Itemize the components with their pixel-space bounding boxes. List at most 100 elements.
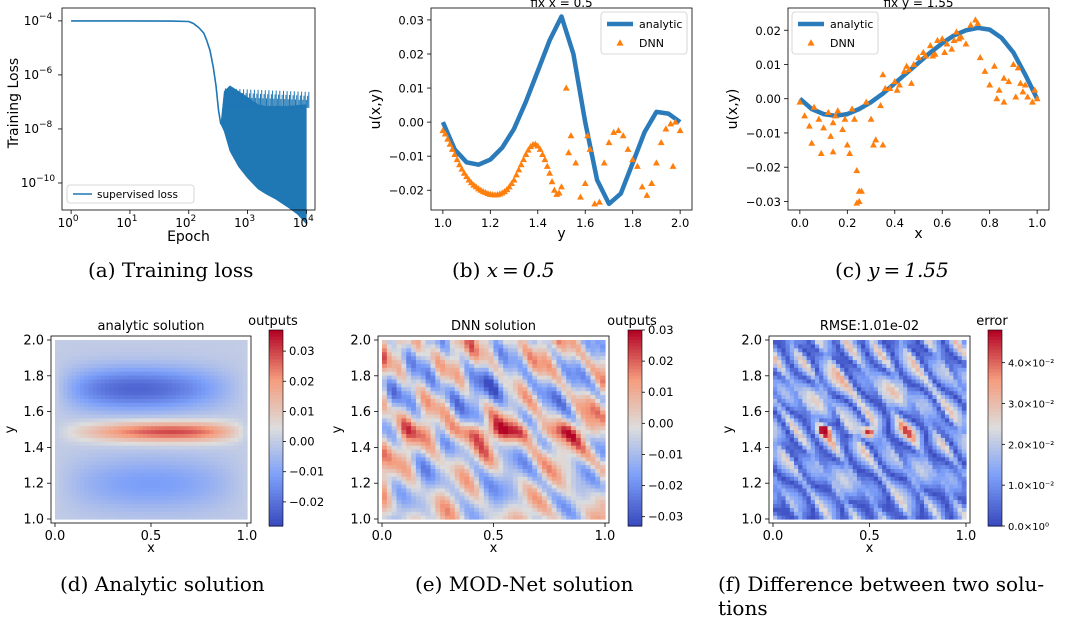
f-heatmap-cell bbox=[785, 437, 791, 442]
e-heatmap-cell bbox=[522, 429, 529, 434]
d-heatmap-cell bbox=[192, 413, 198, 419]
d-heatmap-cell bbox=[105, 437, 110, 442]
e-heatmap-cell bbox=[469, 480, 475, 485]
f-heatmap-cell bbox=[789, 499, 795, 505]
d-heatmap-cell bbox=[163, 499, 169, 505]
d-heatmap-cell bbox=[192, 460, 198, 466]
d-heatmap-cell bbox=[217, 417, 223, 423]
d-heatmap-cell bbox=[125, 464, 131, 470]
e-heatmap-cell bbox=[488, 483, 495, 489]
d-colorbar-segment bbox=[269, 333, 283, 338]
e-heatmap-cell bbox=[571, 406, 577, 411]
d-heatmap-cell bbox=[55, 367, 60, 372]
e-heatmap-cell bbox=[386, 429, 393, 434]
e-heatmap-cell bbox=[551, 507, 558, 512]
e-heatmap-cell bbox=[493, 394, 499, 399]
e-heatmap-cell bbox=[425, 375, 432, 380]
d-heatmap-cell bbox=[196, 367, 202, 372]
e-heatmap-cell bbox=[575, 495, 582, 501]
d-heatmap-cell bbox=[242, 359, 248, 364]
d-heatmap-cell bbox=[163, 503, 169, 508]
d-heatmap-cell bbox=[230, 456, 236, 462]
e-heatmap-cell bbox=[503, 382, 509, 388]
e-heatmap-cell bbox=[420, 503, 427, 508]
d-colorbar-segment bbox=[269, 424, 283, 429]
e-heatmap-cell bbox=[483, 437, 490, 442]
d-heatmap-cell bbox=[130, 417, 135, 423]
e-heatmap-cell bbox=[575, 425, 582, 431]
e-heatmap-cell bbox=[541, 460, 548, 466]
d-heatmap-cell bbox=[151, 371, 156, 376]
d-heatmap-cell bbox=[134, 386, 140, 392]
e-heatmap-cell bbox=[546, 495, 553, 501]
e-heatmap-cell bbox=[488, 487, 495, 493]
d-colorbar-segment bbox=[269, 493, 283, 498]
e-heatmap-cell bbox=[386, 410, 393, 415]
d-heatmap-cell bbox=[217, 476, 223, 481]
e-heatmap-cell bbox=[425, 460, 432, 466]
e-heatmap-cell bbox=[430, 429, 436, 434]
d-heatmap-cell bbox=[96, 363, 102, 368]
f-heatmap-cell bbox=[773, 464, 778, 470]
d-heatmap-cell bbox=[151, 476, 156, 481]
f-heatmap-cell bbox=[777, 448, 782, 454]
e-heatmap-cell bbox=[391, 413, 398, 419]
d-heatmap-cell bbox=[217, 503, 223, 508]
e-heatmap-cell bbox=[585, 386, 592, 392]
e-heatmap-cell bbox=[527, 468, 533, 473]
d-heatmap-cell bbox=[117, 503, 123, 508]
e-heatmap-cell bbox=[396, 476, 402, 481]
f-heatmap-cell bbox=[785, 441, 791, 446]
e-heatmap-cell bbox=[488, 511, 495, 516]
d-heatmap-cell bbox=[100, 483, 106, 489]
e-heatmap-cell bbox=[401, 487, 407, 493]
e-heatmap-cell bbox=[503, 406, 509, 411]
e-heatmap-cell bbox=[401, 390, 407, 396]
e-heatmap-cell bbox=[585, 347, 592, 353]
d-heatmap-cell bbox=[188, 507, 194, 512]
d-heatmap-cell bbox=[167, 491, 173, 497]
e-heatmap-cell bbox=[551, 425, 558, 431]
d-heatmap-cell bbox=[151, 472, 156, 477]
e-heatmap-cell bbox=[474, 437, 480, 442]
d-heatmap-cell bbox=[146, 410, 152, 415]
e-heatmap-cell bbox=[396, 437, 402, 442]
d-heatmap-cell bbox=[238, 340, 244, 345]
d-heatmap-cell bbox=[125, 402, 131, 407]
e-heatmap-cell bbox=[546, 425, 553, 431]
e-heatmap-cell bbox=[503, 445, 509, 450]
d-heatmap-cell bbox=[117, 413, 123, 419]
d-heatmap-cell bbox=[221, 386, 227, 392]
e-heatmap-cell bbox=[575, 390, 582, 396]
e-heatmap-cell bbox=[406, 382, 412, 388]
d-colorbar-segment bbox=[269, 336, 283, 341]
d-heatmap-cell bbox=[213, 351, 219, 357]
d-colorbar-segment bbox=[269, 414, 283, 419]
d-heatmap-cell bbox=[146, 394, 152, 399]
d-heatmap-cell bbox=[100, 437, 106, 442]
e-heatmap-cell bbox=[522, 483, 529, 489]
d-heatmap-cell bbox=[80, 340, 85, 345]
d-heatmap-cell bbox=[167, 483, 173, 489]
e-heatmap-cell bbox=[580, 375, 587, 380]
d-heatmap-cell bbox=[67, 425, 73, 431]
e-heatmap-cell bbox=[585, 355, 592, 361]
e-heatmap-cell bbox=[590, 351, 596, 357]
e-heatmap-cell bbox=[382, 347, 388, 353]
b-dnn-point bbox=[508, 179, 516, 186]
d-heatmap-cell bbox=[117, 406, 123, 411]
e-heatmap-cell bbox=[571, 367, 577, 372]
d-heatmap-cell bbox=[100, 382, 106, 388]
d-heatmap-cell bbox=[234, 371, 240, 376]
d-heatmap-cell bbox=[217, 413, 223, 419]
e-heatmap-cell bbox=[406, 445, 412, 450]
e-heatmap-cell bbox=[512, 445, 519, 450]
e-heatmap-cell bbox=[575, 355, 582, 361]
e-heatmap-cell bbox=[498, 445, 504, 450]
e-heatmap-cell bbox=[430, 386, 436, 392]
d-heatmap-cell bbox=[96, 483, 102, 489]
d-heatmap-cell bbox=[238, 468, 244, 473]
d-heatmap-cell bbox=[75, 347, 81, 353]
d-heatmap-cell bbox=[134, 402, 140, 407]
e-heatmap-cell bbox=[512, 359, 519, 364]
